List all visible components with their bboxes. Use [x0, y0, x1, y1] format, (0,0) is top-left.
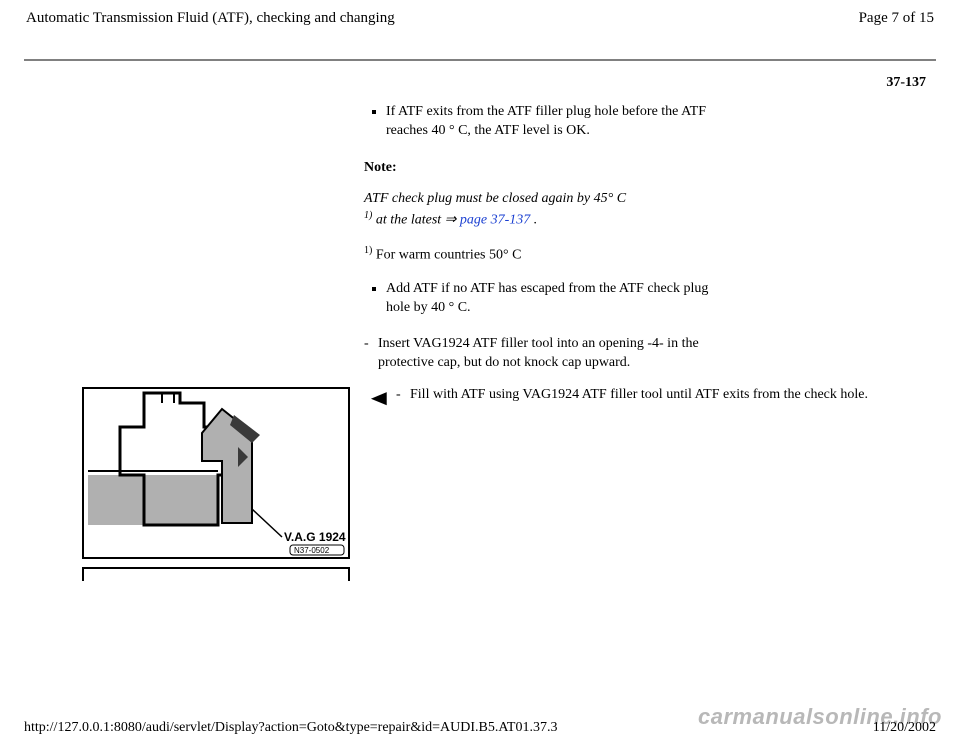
figure-extra-border — [82, 567, 350, 581]
pointer-icon: ◄ — [366, 387, 392, 409]
tool-label: V.A.G 1924 — [284, 530, 346, 544]
figure-container: V.A.G 1924 N37-0502 — [82, 387, 350, 581]
footnote-superscript: 1) — [364, 245, 372, 256]
note-body: ATF check plug must be closed again by 4… — [364, 190, 714, 230]
part-code: N37-0502 — [294, 546, 330, 555]
dash-marker: - — [396, 387, 410, 403]
header-separator — [24, 59, 936, 61]
footer-url: http://127.0.0.1:8080/audi/servlet/Displ… — [24, 720, 557, 736]
bullet-item: Add ATF if no ATF has escaped from the A… — [386, 280, 714, 318]
bullet-list-1: If ATF exits from the ATF filler plug ho… — [364, 103, 714, 141]
page-reference-link[interactable]: page 37-137 — [460, 212, 530, 227]
note-text-pre: ATF check plug must be closed again by 4… — [364, 191, 626, 206]
bullet-item: If ATF exits from the ATF filler plug ho… — [386, 103, 714, 141]
instruction-text: Fill with ATF using VAG1924 ATF filler t… — [410, 387, 906, 403]
page-title: Automatic Transmission Fluid (ATF), chec… — [26, 10, 395, 27]
note-heading: Note: — [364, 159, 714, 178]
note-superscript: 1) — [364, 210, 372, 221]
instruction-row: - Insert VAG1924 ATF filler tool into an… — [364, 335, 714, 373]
instruction-text: Insert VAG1924 ATF filler tool into an o… — [378, 335, 714, 373]
footnote: 1) For warm countries 50° C — [364, 244, 714, 266]
section-code: 37-137 — [24, 75, 936, 91]
note-text-post: . — [534, 212, 538, 227]
dash-marker: - — [364, 335, 378, 373]
instruction-row: - Fill with ATF using VAG1924 ATF filler… — [396, 387, 906, 403]
note-text-mid: at the latest ⇒ — [376, 212, 460, 227]
footnote-text: For warm countries 50° C — [376, 248, 522, 263]
footer-date: 11/20/2002 — [873, 720, 936, 736]
technical-diagram: V.A.G 1924 N37-0502 — [82, 387, 350, 559]
bullet-list-2: Add ATF if no ATF has escaped from the A… — [364, 280, 714, 318]
page-number-label: Page 7 of 15 — [859, 10, 934, 27]
